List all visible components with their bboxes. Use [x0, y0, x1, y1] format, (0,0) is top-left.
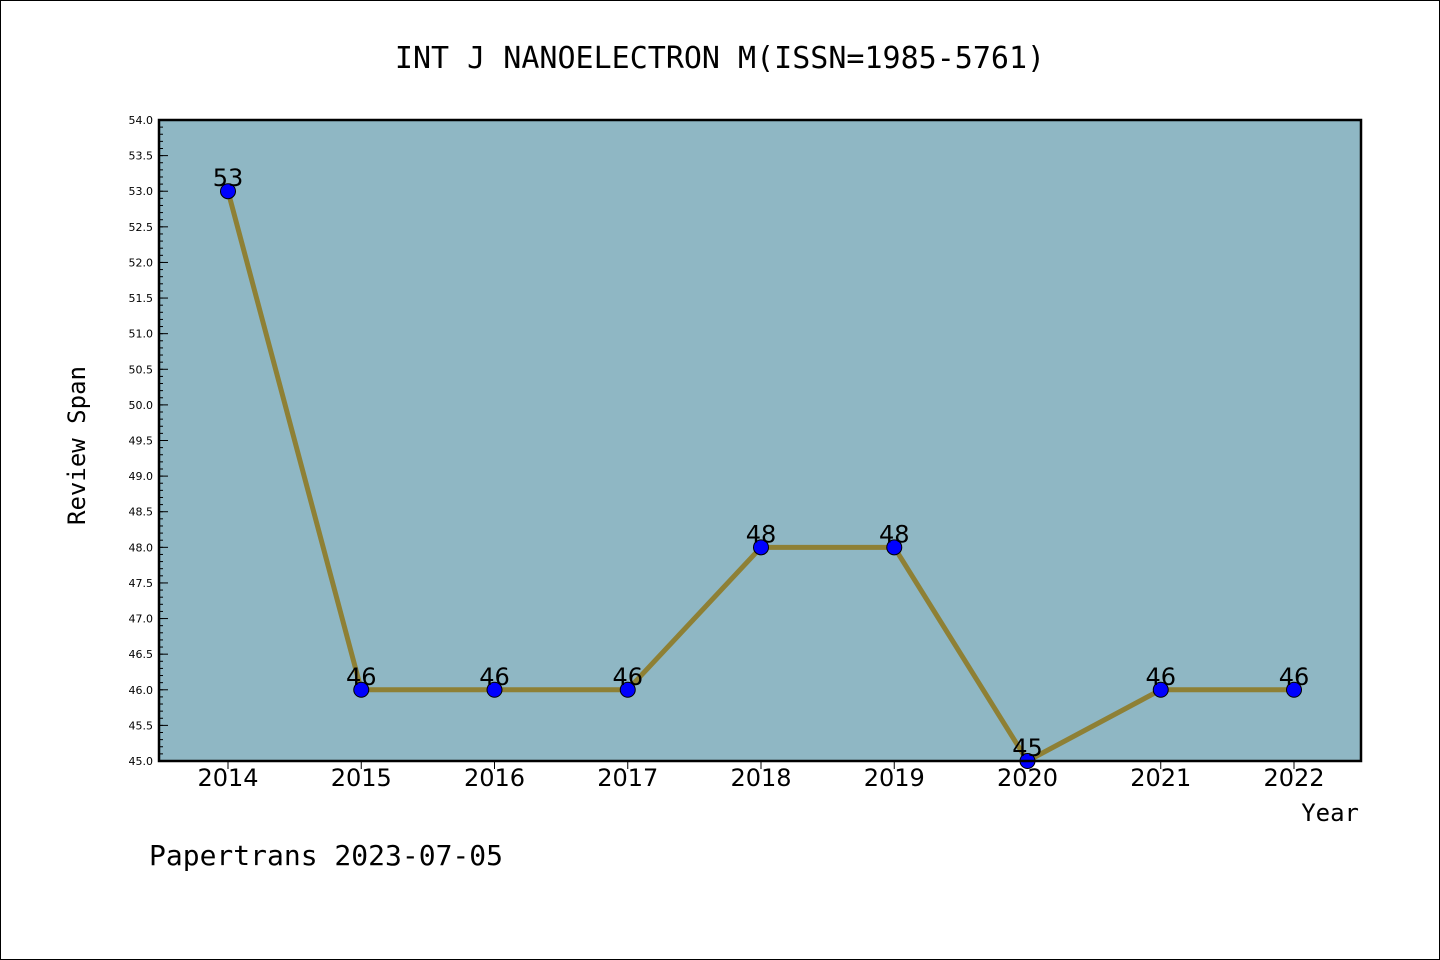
- data-label: 48: [746, 520, 777, 548]
- y-tick-label: 46.0: [129, 684, 154, 697]
- y-axis: 45.0 45.5 46.0 46.5 47.0 47.5 48.0 48.5 49.0 49.5…: [129, 114, 168, 768]
- data-point: [1152, 681, 1169, 698]
- x-axis-title: Year: [1301, 799, 1359, 827]
- y-tick-label: 45.5: [129, 719, 154, 732]
- data-point: [353, 681, 370, 698]
- data-label: 45: [1012, 734, 1043, 762]
- y-tick-label: 53.0: [129, 185, 154, 198]
- x-tick-label: 2019: [864, 764, 925, 792]
- y-tick-label: 50.0: [129, 399, 154, 412]
- x-tick-label: 2016: [464, 764, 525, 792]
- data-point: [1286, 681, 1302, 698]
- data-label: 46: [612, 663, 643, 691]
- data-label: 48: [879, 520, 910, 548]
- data-label: 46: [346, 663, 377, 691]
- data-label: 46: [1279, 663, 1310, 691]
- data-point: [220, 183, 236, 200]
- chart-title: INT J NANOELECTRON M(ISSN=1985-5761): [395, 41, 1045, 76]
- data-label: 53: [213, 164, 244, 192]
- x-tick-label: 2017: [597, 764, 658, 792]
- y-tick-label: 49.0: [129, 470, 154, 483]
- y-tick-label: 51.5: [129, 292, 154, 305]
- y-tick-label: 48.0: [129, 541, 154, 554]
- data-label: 46: [479, 663, 510, 691]
- x-tick-label: 2021: [1130, 764, 1191, 792]
- y-tick-label: 52.0: [129, 256, 154, 269]
- x-tick-label: 2014: [197, 764, 258, 792]
- data-point: [619, 681, 636, 698]
- y-tick-label: 47.5: [129, 577, 154, 590]
- data-label: 46: [1145, 663, 1176, 691]
- y-tick-label: 50.5: [129, 363, 154, 376]
- y-tick-label: 48.5: [129, 506, 154, 519]
- y-tick-label: 46.5: [129, 648, 154, 661]
- plot-area: [159, 120, 1361, 761]
- x-axis: 2014 2015 2016 2017 2018 2019 2020 2021 2022: [197, 761, 1325, 792]
- y-tick-label: 51.0: [129, 328, 154, 341]
- data-point: [753, 539, 769, 556]
- plot-border: [157, 118, 1363, 763]
- y-axis-title: Review Span: [63, 366, 91, 525]
- y-tick-label: 47.0: [129, 613, 154, 626]
- y-tick-label: 53.5: [129, 150, 154, 163]
- series-points: [220, 183, 1302, 769]
- data-labels: 53 46 46 46 48 48 45 46 46: [213, 164, 1310, 762]
- data-point: [486, 681, 503, 698]
- y-tick-label: 52.5: [129, 221, 154, 234]
- y-tick-label: 49.5: [129, 435, 154, 448]
- y-tick-label: 45.0: [129, 755, 154, 768]
- x-tick-label: 2022: [1263, 764, 1324, 792]
- x-tick-label: 2018: [730, 764, 791, 792]
- x-tick-label: 2015: [331, 764, 392, 792]
- footer-watermark: Papertrans 2023-07-05: [149, 839, 503, 872]
- data-point: [886, 539, 903, 556]
- y-tick-label: 54.0: [129, 114, 154, 127]
